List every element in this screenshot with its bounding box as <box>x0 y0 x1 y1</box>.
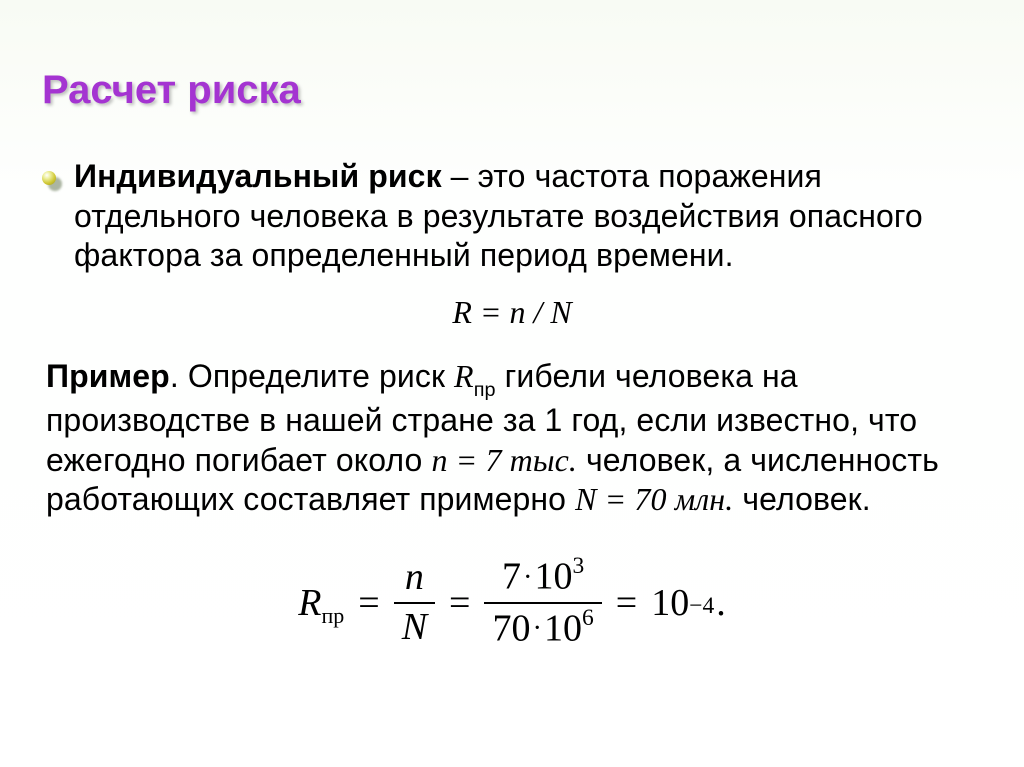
f2-den-a: 70 <box>492 607 530 649</box>
frac1-bar <box>394 602 435 604</box>
formula-result: 10−4. <box>651 581 726 625</box>
f2-num-b: 10 <box>534 556 572 598</box>
example-pre: . Определите риск <box>170 358 454 394</box>
equals-1: = <box>358 581 379 625</box>
result-exp: −4 <box>689 593 714 620</box>
example-N: N = 70 млн. <box>575 481 733 517</box>
formula-lhs-R: R <box>298 582 321 624</box>
formula-simple: R = n / N <box>42 294 982 331</box>
formula-main: Rпр = n N = 7·103 70·106 = 10−4. <box>42 556 982 649</box>
example-R: R <box>454 358 474 394</box>
equals-3: = <box>616 581 637 625</box>
equals-2: = <box>449 581 470 625</box>
frac2-bar <box>484 602 601 604</box>
f2-num-dot: · <box>521 562 535 593</box>
definition-text: Индивидуальный риск – это частота пораже… <box>74 157 982 276</box>
result-period: . <box>716 581 726 625</box>
bullet-icon <box>42 171 58 187</box>
frac1-den: N <box>394 608 435 648</box>
frac2-den: 70·106 <box>484 608 601 650</box>
formula-lhs-sub: пр <box>321 603 344 628</box>
example-R-sub: пр <box>474 379 496 401</box>
example-label: Пример <box>46 358 170 394</box>
bullet-item: Индивидуальный риск – это частота пораже… <box>42 157 982 276</box>
frac-nN: n N <box>394 558 435 648</box>
slide-title: Расчет риска <box>42 68 982 113</box>
result-base: 10 <box>651 581 689 625</box>
slide-content: Расчет риска Индивидуальный риск – это ч… <box>0 0 1024 649</box>
frac2-num: 7·103 <box>494 556 592 598</box>
formula-lhs: Rпр <box>298 581 344 625</box>
f2-den-exp: 6 <box>582 605 594 631</box>
f2-num-exp: 3 <box>572 553 584 579</box>
definition-term: Индивидуальный риск <box>74 158 442 194</box>
example-n: n = 7 тыс. <box>431 442 577 478</box>
example-tail: человек. <box>733 481 870 517</box>
f2-num-a: 7 <box>502 556 521 598</box>
frac-numeric: 7·103 70·106 <box>484 556 601 649</box>
frac1-num: n <box>397 558 432 598</box>
f2-den-dot: · <box>530 613 544 644</box>
f2-den-b: 10 <box>544 607 582 649</box>
example-paragraph: Пример. Определите риск Rпр гибели челов… <box>46 357 982 520</box>
